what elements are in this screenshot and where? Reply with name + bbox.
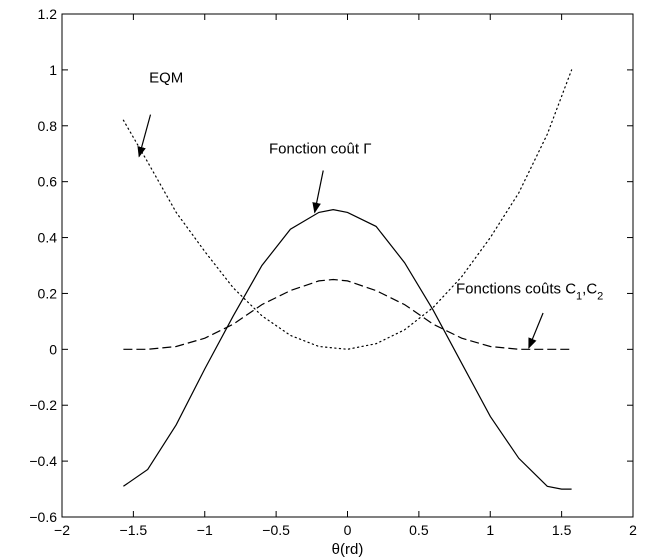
annotation-label: EQM (149, 69, 183, 86)
x-tick-label: 2 (629, 522, 637, 538)
x-tick-label: 1.5 (552, 522, 572, 538)
annotations-group: EQM Fonction coût Γ Fonctions coûts C1,C2 (137, 69, 603, 349)
plot-area (61, 13, 634, 518)
annotation-arrow (528, 312, 544, 349)
y-tick-label: 1.2 (38, 6, 58, 22)
x-axis-label: θ(rd) (332, 541, 364, 558)
annotation-arrow (312, 170, 324, 214)
y-tick-label: 0.2 (38, 285, 58, 301)
x-tick-label: −0.5 (262, 522, 290, 538)
annotation-arrow (137, 114, 152, 158)
annotation-label: Fonction coût Γ (269, 141, 371, 158)
x-tick-label: −1.5 (120, 522, 148, 538)
x-tick-label: −1 (197, 522, 213, 538)
x-tick-label: 0 (344, 522, 352, 538)
y-tick-label: −0.2 (29, 397, 57, 413)
series-line-dotted (122, 69, 573, 350)
y-tick-label: −0.6 (29, 509, 57, 525)
x-tick-label: −2 (54, 522, 70, 538)
series-line-solid (123, 208, 572, 490)
y-tick-label: 0.6 (38, 174, 58, 190)
ticks: −2 −1.5 −1 −0.5 0 0.5 1 1.5 2 −0.6 −0.4 −0.2 0 0.2 0.4… (29, 6, 637, 538)
y-tick-label: 0.8 (38, 118, 58, 134)
y-tick-label: 0 (49, 341, 57, 357)
y-tick-label: 0.4 (38, 230, 58, 246)
x-tick-label: 1 (486, 522, 494, 538)
x-tick-label: 0.5 (409, 522, 429, 538)
y-tick-label: 1 (49, 62, 57, 78)
annotation-label: Fonctions coûts C1,C2 (456, 280, 603, 302)
y-tick-label: −0.4 (29, 453, 57, 469)
series-group (122, 69, 573, 490)
